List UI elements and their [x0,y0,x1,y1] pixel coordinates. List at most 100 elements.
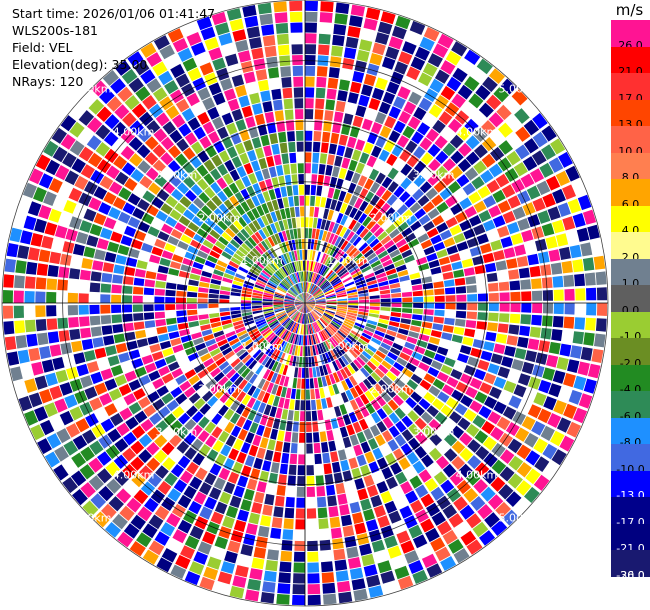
velocity-gate [131,472,146,488]
velocity-gate [168,174,182,188]
velocity-gate [24,378,38,393]
velocity-gate [296,272,301,283]
velocity-gate [334,333,343,343]
velocity-gate [542,303,554,314]
velocity-gate [273,324,282,333]
velocity-gate [300,324,303,335]
velocity-gate [413,106,427,121]
velocity-gate [383,139,396,153]
velocity-gate [241,367,251,378]
velocity-gate [541,277,553,289]
velocity-gate [542,290,553,301]
velocity-gate [320,550,333,562]
velocity-gate [166,513,181,528]
velocity-gate [285,295,295,300]
velocity-gate [218,32,233,46]
velocity-gate [90,493,107,509]
velocity-gate [186,304,197,310]
velocity-gate [375,272,387,279]
velocity-gate [443,237,456,248]
velocity-gate [347,291,358,296]
velocity-gate [139,346,151,357]
velocity-gate [152,378,165,390]
velocity-gate [3,274,15,288]
velocity-gate [217,417,229,430]
velocity-gate [379,310,391,316]
velocity-gate [253,546,267,559]
velocity-gate [395,471,408,485]
velocity-gate [495,501,511,518]
velocity-gate [202,121,215,135]
velocity-gate [542,443,558,460]
velocity-gate [103,191,117,205]
velocity-gate [215,334,226,343]
velocity-gate [285,120,295,131]
velocity-gate [348,247,358,257]
velocity-gate [571,180,586,196]
velocity-gate [442,271,454,280]
velocity-gate [266,225,274,236]
velocity-gate [251,195,261,207]
velocity-gate [24,305,35,318]
velocity-gate [100,304,111,314]
velocity-gate [463,409,477,422]
velocity-gate [134,410,148,424]
velocity-gate [471,110,487,126]
velocity-gate [358,418,369,431]
velocity-gate [270,211,278,223]
velocity-gate [319,365,325,377]
velocity-gate [407,116,421,130]
velocity-gate [317,409,324,421]
velocity-gate [368,529,382,542]
velocity-gate [333,111,344,123]
velocity-gate [451,261,463,271]
velocity-gate [256,279,267,286]
velocity-gate [299,303,305,312]
velocity-gate [310,185,317,196]
velocity-gate [467,294,478,302]
velocity-gate [288,251,294,262]
velocity-gate [71,158,86,174]
velocity-gate [183,510,197,524]
velocity-gate [312,322,318,333]
velocity-gate [365,402,376,415]
velocity-gate [366,484,379,498]
velocity-gate [228,182,239,195]
velocity-gate [284,431,292,442]
velocity-gate [440,85,456,101]
velocity-gate [332,247,340,258]
velocity-gate [140,42,157,58]
velocity-gate [194,516,209,530]
velocity-gate [29,168,44,185]
velocity-gate [187,221,200,233]
velocity-gate [172,344,184,354]
velocity-gate [354,197,364,209]
velocity-gate [100,283,112,293]
velocity-gate [298,295,305,303]
velocity-gate [545,236,558,249]
velocity-gate [406,154,419,168]
velocity-gate [276,351,283,362]
velocity-gate [262,328,272,337]
velocity-gate [249,330,260,338]
velocity-gate [197,298,208,303]
velocity-gate [343,242,352,253]
velocity-gate [392,520,406,534]
velocity-gate [79,269,91,281]
velocity-gate [256,205,265,217]
velocity-gate [277,314,287,321]
velocity-gate [97,451,112,466]
velocity-gate [357,338,368,347]
velocity-gate [390,486,403,500]
velocity-gate [89,223,103,237]
velocity-gate [246,210,256,222]
velocity-gate [337,580,351,593]
velocity-gate [322,353,328,364]
velocity-gate [277,430,285,442]
velocity-gate [111,304,122,314]
velocity-gate [409,20,426,35]
velocity-gate [138,396,151,409]
velocity-gate [227,334,238,342]
velocity-gate [224,421,235,434]
velocity-gate [169,449,183,463]
